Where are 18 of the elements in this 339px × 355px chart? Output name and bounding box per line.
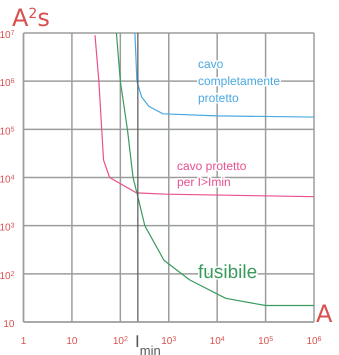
x-tick-label: 10$^{2}$ [112, 336, 128, 347]
series-label: fusibile [198, 262, 258, 283]
y-axis-title: A$^{2}$s [12, 4, 50, 32]
y-tick-label: 10$^{2}$ [0, 270, 15, 282]
x-tick-label: 10 [66, 336, 78, 347]
y-tick-label: 10$^{6}$ [0, 78, 15, 90]
y-tick-label: 10$^{3}$ [0, 222, 15, 234]
y-tick-label: 10$^{4}$ [0, 174, 15, 186]
y-tick-label: 10 [3, 319, 15, 330]
y-tick-label: 10$^{7}$ [0, 30, 15, 41]
ref-line-label: I$_{min}$ [135, 332, 161, 355]
x-tick-label: 10$^{6}$ [306, 336, 322, 347]
y-tick-label: 10$^{5}$ [0, 126, 15, 138]
x-tick-label: 10$^{5}$ [258, 336, 274, 347]
x-tick-label: 10$^{3}$ [161, 336, 176, 347]
x-axis-title: A [316, 300, 333, 328]
x-tick-label: 1 [20, 336, 27, 347]
x-tick-label: 10$^{4}$ [210, 336, 225, 347]
